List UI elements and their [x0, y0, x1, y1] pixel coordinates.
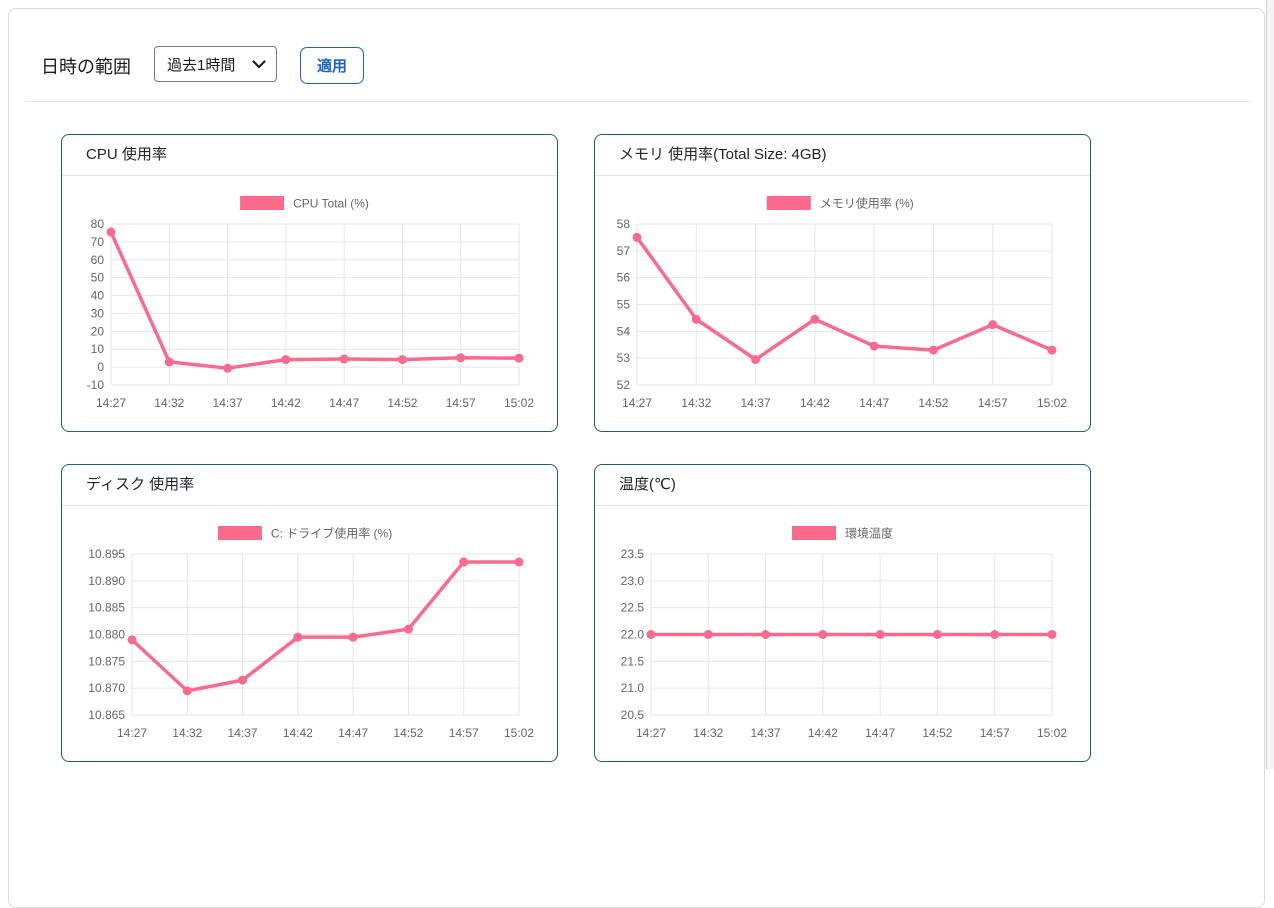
svg-text:15:02: 15:02	[504, 726, 534, 740]
svg-text:15:02: 15:02	[504, 396, 534, 410]
svg-text:21.5: 21.5	[621, 654, 645, 668]
apply-button[interactable]: 適用	[300, 47, 365, 84]
memory-usage-card-title: メモリ 使用率(Total Size: 4GB)	[595, 135, 1090, 176]
svg-text:14:52: 14:52	[922, 726, 952, 740]
svg-text:23.5: 23.5	[621, 547, 645, 561]
svg-text:14:42: 14:42	[271, 396, 301, 410]
svg-text:53: 53	[617, 351, 631, 365]
svg-text:54: 54	[617, 324, 631, 338]
svg-text:14:27: 14:27	[636, 726, 666, 740]
svg-text:10.890: 10.890	[88, 574, 125, 588]
svg-text:10.880: 10.880	[88, 628, 125, 642]
svg-text:14:27: 14:27	[117, 726, 147, 740]
svg-text:14:27: 14:27	[96, 396, 126, 410]
svg-text:58: 58	[617, 217, 631, 231]
svg-text:14:47: 14:47	[338, 726, 368, 740]
svg-text:56: 56	[617, 271, 631, 285]
svg-text:環境温度: 環境温度	[845, 526, 893, 541]
svg-text:10.865: 10.865	[88, 708, 125, 722]
cpu-usage-card: CPU 使用率 80 70 60 50 40 30 20 10 0 -10 14:27 14:32 14…	[61, 134, 558, 432]
svg-text:15:02: 15:02	[1037, 726, 1067, 740]
svg-text:30: 30	[91, 306, 105, 320]
disk-usage-card-title: ディスク 使用率	[62, 465, 557, 506]
svg-text:C: ドライブ使用率 (%): C: ドライブ使用率 (%)	[271, 526, 392, 541]
svg-text:CPU Total (%): CPU Total (%)	[293, 197, 369, 211]
disk-usage-card: ディスク 使用率 10.895 10.890 10.885 10.880 10.875 1…	[61, 464, 558, 762]
chevron-down-icon	[252, 59, 266, 69]
svg-text:55: 55	[617, 298, 631, 312]
svg-text:14:52: 14:52	[918, 396, 948, 410]
scrollbar-track[interactable]	[1266, 0, 1274, 769]
svg-text:14:37: 14:37	[213, 396, 243, 410]
svg-text:14:57: 14:57	[446, 396, 476, 410]
svg-text:14:47: 14:47	[865, 726, 895, 740]
dashboard-panel: 日時の範囲 過去1時間 適用 CPU 使用率 80 70 60 50 40 30 20 10 0…	[8, 8, 1265, 908]
svg-text:0: 0	[97, 360, 104, 374]
svg-text:14:27: 14:27	[622, 396, 652, 410]
svg-text:40: 40	[91, 289, 105, 303]
svg-text:14:32: 14:32	[154, 396, 184, 410]
svg-text:70: 70	[91, 235, 105, 249]
svg-text:80: 80	[91, 217, 105, 231]
svg-text:14:47: 14:47	[859, 396, 889, 410]
svg-text:メモリ使用率 (%): メモリ使用率 (%)	[820, 196, 914, 211]
svg-text:23.0: 23.0	[621, 574, 645, 588]
svg-text:14:57: 14:57	[449, 726, 479, 740]
temperature-chart-disk: 10.895 10.890 10.885 10.880 10.875 10.870 10.8…	[88, 526, 534, 741]
svg-text:14:47: 14:47	[329, 396, 359, 410]
temperature-chart: 23.5 23.0 22.5 22.0 21.5 21.0 20.5 14:27 14:32 14…	[621, 526, 1068, 741]
date-range-label: 日時の範囲	[41, 57, 131, 77]
svg-text:14:32: 14:32	[693, 726, 723, 740]
svg-text:-10: -10	[87, 378, 105, 392]
svg-text:14:57: 14:57	[978, 396, 1008, 410]
svg-text:15:02: 15:02	[1037, 396, 1067, 410]
svg-text:52: 52	[617, 378, 631, 392]
cpu-usage-card-title: CPU 使用率	[62, 135, 557, 176]
svg-text:14:32: 14:32	[681, 396, 711, 410]
svg-text:10.870: 10.870	[88, 681, 125, 695]
svg-text:10.885: 10.885	[88, 601, 125, 615]
memory-usage-card: メモリ 使用率(Total Size: 4GB) 58 57 56 55 54 53 52 1…	[594, 134, 1091, 432]
svg-text:21.0: 21.0	[621, 681, 645, 695]
cpu-usage-chart: 80 70 60 50 40 30 20 10 0 -10 14:27 14:32 14:37 14:42…	[87, 196, 534, 410]
svg-text:50: 50	[91, 271, 105, 285]
svg-text:10: 10	[91, 342, 105, 356]
svg-text:14:52: 14:52	[393, 726, 423, 740]
time-range-selected-value: 過去1時間	[167, 56, 236, 74]
svg-text:14:57: 14:57	[980, 726, 1010, 740]
svg-text:14:42: 14:42	[283, 726, 313, 740]
time-range-select[interactable]: 過去1時間	[154, 46, 277, 82]
svg-text:10.895: 10.895	[88, 547, 125, 561]
svg-text:14:37: 14:37	[751, 726, 781, 740]
svg-text:57: 57	[617, 244, 631, 258]
svg-text:14:42: 14:42	[808, 726, 838, 740]
svg-text:14:42: 14:42	[800, 396, 830, 410]
svg-text:14:37: 14:37	[741, 396, 771, 410]
svg-text:60: 60	[91, 253, 105, 267]
svg-text:22.0: 22.0	[621, 628, 645, 642]
svg-text:14:52: 14:52	[387, 396, 417, 410]
svg-text:20: 20	[91, 324, 105, 338]
temperature-card-title: 温度(℃)	[595, 465, 1090, 506]
svg-text:22.5: 22.5	[621, 601, 645, 615]
header-divider	[25, 101, 1251, 102]
svg-text:20.5: 20.5	[621, 708, 645, 722]
memory-usage-chart: 58 57 56 55 54 53 52 14:27 14:32 14:37 14:42 14:47 1…	[617, 196, 1068, 411]
svg-text:14:37: 14:37	[228, 726, 258, 740]
svg-text:14:32: 14:32	[172, 726, 202, 740]
temperature-card: 温度(℃) 23.5 23.0 22.5 22.0 21.5 21.0 20.5 14:27 1…	[594, 464, 1091, 762]
svg-text:10.875: 10.875	[88, 654, 125, 668]
